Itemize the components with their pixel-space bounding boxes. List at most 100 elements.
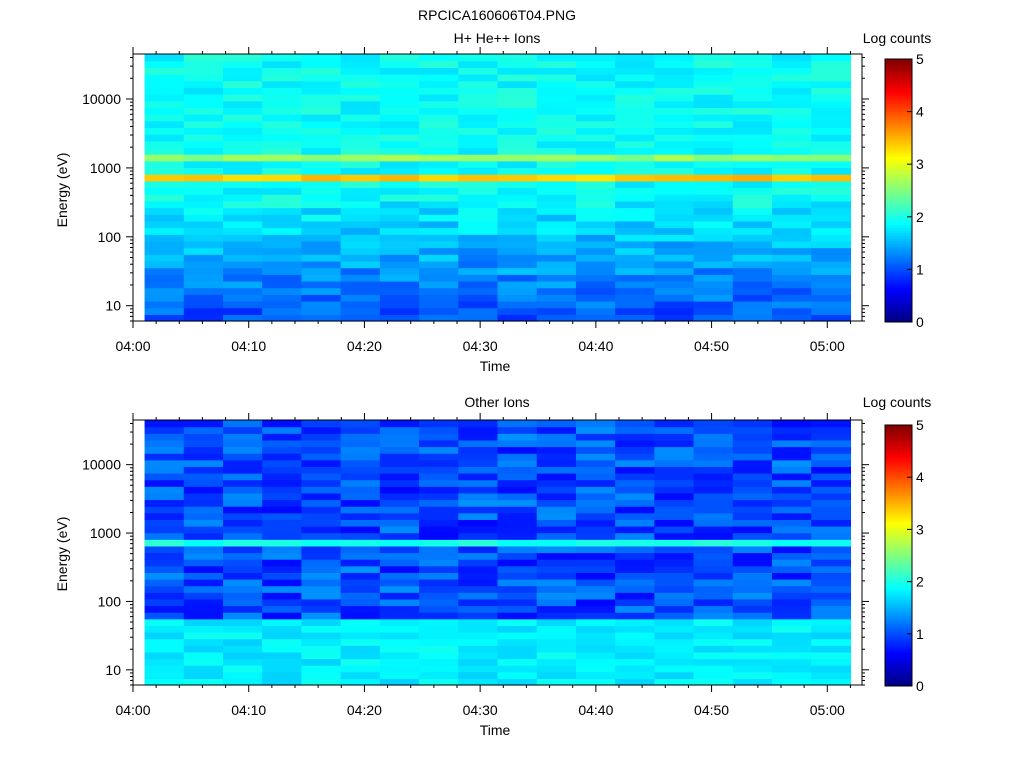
spectrogram-cell bbox=[223, 486, 263, 494]
spectrogram-cell bbox=[223, 234, 263, 242]
spectrogram-cell bbox=[144, 506, 185, 514]
spectrogram-cell bbox=[536, 658, 577, 666]
spectrogram-cell bbox=[772, 147, 812, 155]
spectrogram-cell bbox=[732, 565, 773, 573]
spectrogram-cell bbox=[654, 74, 695, 82]
spectrogram-cell bbox=[183, 87, 224, 95]
spectrogram-cell bbox=[458, 214, 499, 222]
spectrogram-cell bbox=[615, 658, 655, 666]
spectrogram-cell bbox=[301, 120, 342, 129]
spectrogram-cell bbox=[458, 539, 499, 547]
spectrogram-cell bbox=[419, 625, 459, 633]
spectrogram-cell bbox=[144, 134, 185, 142]
spectrogram-cell bbox=[811, 234, 852, 242]
spectrogram-cell bbox=[654, 651, 695, 660]
spectrogram-cell bbox=[772, 539, 812, 547]
spectrogram-cell bbox=[536, 446, 577, 454]
spectrogram-cell bbox=[262, 114, 303, 122]
colorbar-swatch bbox=[885, 683, 912, 687]
spectrogram-cell bbox=[732, 459, 773, 467]
spectrogram-cell bbox=[223, 492, 263, 501]
spectrogram-cell bbox=[732, 254, 773, 262]
spectrogram-cell bbox=[615, 300, 655, 309]
colorbar-swatch bbox=[885, 148, 912, 152]
spectrogram-cell bbox=[419, 585, 459, 593]
spectrogram-cell bbox=[615, 453, 655, 461]
spectrogram-cell bbox=[223, 658, 263, 666]
spectrogram-cell bbox=[732, 612, 773, 620]
spectrogram-cell bbox=[732, 512, 773, 520]
spectrogram-cell bbox=[575, 539, 616, 547]
colorbar-tick-label: 4 bbox=[916, 469, 924, 485]
spectrogram-cell bbox=[732, 532, 773, 540]
spectrogram-cell bbox=[262, 74, 303, 82]
colorbar-swatch bbox=[885, 516, 912, 520]
spectrogram-cell bbox=[732, 433, 773, 441]
spectrogram-cell bbox=[379, 526, 420, 534]
spectrogram-cell bbox=[772, 665, 812, 673]
spectrogram-cell bbox=[183, 658, 224, 666]
spectrogram-cell bbox=[379, 539, 420, 547]
spectrogram-cell bbox=[183, 107, 224, 115]
spectrogram-cell bbox=[811, 446, 852, 454]
spectrogram-cell bbox=[497, 625, 538, 633]
spectrogram-cell bbox=[615, 80, 655, 88]
spectrogram-cell bbox=[223, 254, 263, 262]
spectrogram-cell bbox=[458, 572, 499, 580]
spectrogram-cell bbox=[772, 300, 812, 309]
colorbar-swatch bbox=[885, 61, 912, 65]
spectrogram-cell bbox=[379, 645, 420, 653]
spectrogram-cell bbox=[575, 74, 616, 82]
spectrogram-cell bbox=[811, 140, 852, 149]
colorbar-swatch bbox=[885, 59, 912, 63]
spectrogram-cell bbox=[419, 180, 459, 189]
spectrogram-cell bbox=[379, 227, 420, 235]
spectrogram-cell bbox=[693, 439, 734, 448]
spectrogram-cell bbox=[732, 486, 773, 494]
spectrogram-cell bbox=[811, 300, 852, 309]
spectrogram-cell bbox=[379, 665, 420, 673]
spectrogram-cell bbox=[575, 194, 616, 202]
spectrogram-cell bbox=[693, 100, 734, 108]
colorbar-swatch bbox=[885, 513, 912, 517]
colorbar-swatch bbox=[885, 532, 912, 536]
spectrogram-cell bbox=[615, 612, 655, 620]
spectrogram-cell bbox=[536, 592, 577, 600]
spectrogram-cell bbox=[811, 466, 852, 474]
spectrogram-cell bbox=[772, 532, 812, 540]
spectrogram-cell bbox=[223, 127, 263, 135]
spectrogram-cell bbox=[458, 598, 499, 607]
spectrogram-cell bbox=[379, 180, 420, 189]
spectrogram-cell bbox=[615, 625, 655, 633]
spectrogram-cell bbox=[419, 572, 459, 580]
spectrogram-cell bbox=[223, 453, 263, 461]
spectrogram-cell bbox=[340, 466, 381, 474]
y-tick-label: 10000 bbox=[82, 457, 121, 473]
spectrogram-cell bbox=[693, 459, 734, 467]
spectrogram-cell bbox=[654, 240, 695, 249]
spectrogram-cell bbox=[811, 254, 852, 262]
spectrogram-cell bbox=[262, 194, 303, 202]
spectrogram-cell bbox=[301, 80, 342, 88]
spectrogram-cell bbox=[262, 512, 303, 520]
spectrogram-cell bbox=[419, 54, 459, 62]
spectrogram-cell bbox=[262, 240, 303, 249]
spectrogram-cell bbox=[536, 114, 577, 122]
y-axis-label: Energy (eV) bbox=[54, 517, 70, 592]
spectrogram-cell bbox=[144, 87, 185, 95]
spectrogram-cell bbox=[693, 492, 734, 501]
spectrogram-cell bbox=[458, 671, 499, 679]
spectrogram-cell bbox=[301, 160, 342, 169]
spectrogram-cell bbox=[693, 94, 734, 102]
spectrogram-cell bbox=[615, 671, 655, 679]
spectrogram-cell bbox=[693, 287, 734, 295]
colorbar-swatch bbox=[885, 174, 912, 178]
spectrogram-cell bbox=[575, 592, 616, 600]
spectrogram-cell bbox=[262, 140, 303, 149]
colorbar-tick-label: 0 bbox=[916, 314, 924, 330]
spectrogram-cell bbox=[654, 67, 695, 75]
spectrogram-cell bbox=[772, 526, 812, 534]
spectrogram-cell bbox=[772, 107, 812, 115]
colorbar-swatch bbox=[885, 219, 912, 223]
spectrogram-cell bbox=[575, 545, 616, 554]
